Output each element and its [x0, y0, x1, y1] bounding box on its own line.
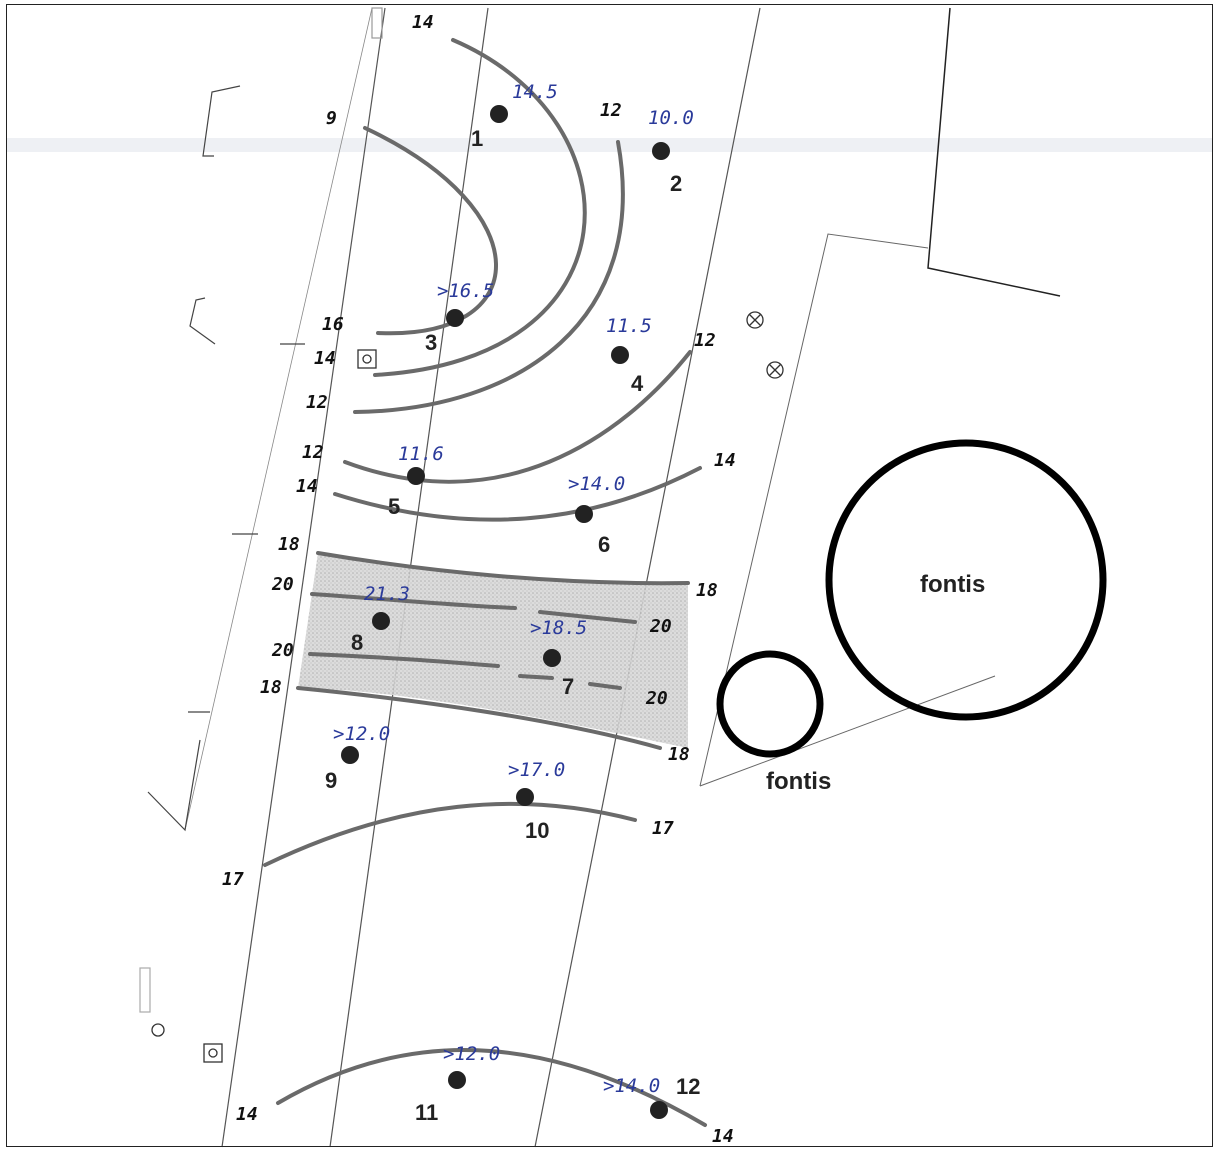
crossed-symbols	[151, 311, 784, 1063]
contour-label: 14	[712, 1126, 734, 1147]
point-number-4: 4	[631, 371, 644, 396]
point-value-10: >17.0	[508, 759, 565, 781]
point-value-7: >18.5	[530, 617, 587, 639]
road-edge-left	[221, 7, 386, 1148]
fontis-large-circle	[825, 439, 1107, 721]
point-value-3: >16.5	[437, 280, 494, 302]
point-value-8: 21.3	[364, 583, 410, 605]
point-number-10: 10	[525, 818, 549, 843]
point-number-2: 2	[670, 171, 682, 196]
contour-c11c	[588, 682, 622, 690]
point-value-5: 11.6	[398, 443, 444, 465]
contour-c11a	[308, 652, 500, 668]
contour-label: 20	[271, 640, 294, 661]
point-dot-8	[372, 612, 390, 630]
point-dot-7	[543, 649, 561, 667]
point-dot-2	[652, 142, 670, 160]
scan-band	[6, 138, 1213, 152]
point-value-9: >12.0	[333, 723, 390, 745]
contour-label: 17	[222, 869, 244, 890]
contour-label: 9	[326, 108, 337, 129]
point-value-4: 11.5	[606, 315, 652, 337]
contour-label: 14	[412, 12, 434, 33]
point-value-6: >14.0	[568, 473, 625, 495]
contour-label: 14	[236, 1104, 258, 1125]
contour-label: 20	[271, 574, 294, 595]
point-number-5: 5	[388, 494, 400, 519]
contour-c7	[343, 350, 692, 484]
contour-c13	[263, 801, 637, 867]
contour-c2	[363, 126, 498, 336]
contour-c8	[333, 466, 702, 522]
point-dot-11	[448, 1071, 466, 1089]
contour-label: 14	[314, 348, 336, 369]
point-number-7: 7	[562, 674, 574, 699]
contour-label: 12	[600, 100, 622, 121]
point-number-3: 3	[425, 330, 437, 355]
point-number-8: 8	[351, 630, 363, 655]
road-edge-right	[534, 7, 761, 1148]
contours	[263, 38, 707, 1127]
contour-labels: 14 9 12 16 14 12 12 12 14 14 18 18 20 20…	[222, 12, 736, 1147]
fontis-small-label: fontis	[766, 768, 831, 795]
contour-c1	[373, 38, 587, 377]
point-dot-3	[446, 309, 464, 327]
point-values: 14.5 10.0 >16.5 11.5 11.6 >14.0 >18.5 21…	[333, 81, 694, 1097]
point-number-6: 6	[598, 532, 610, 557]
building-outline	[699, 7, 1061, 787]
point-value-2: 10.0	[648, 107, 694, 129]
contour-label: 20	[649, 616, 672, 637]
point-number-11: 11	[415, 1100, 438, 1125]
curb-left	[184, 7, 373, 831]
contour-c9	[316, 551, 690, 586]
contour-label: 18	[278, 534, 300, 555]
point-numbers: 1 2 3 4 5 6 7 8 9 10 11 12	[325, 126, 700, 1125]
contour-c3	[353, 140, 625, 414]
point-dot-5	[407, 467, 425, 485]
contour-label: 18	[260, 677, 282, 698]
contour-c10b	[538, 610, 637, 624]
contour-label: 18	[696, 580, 718, 601]
contour-label: 12	[306, 392, 328, 413]
point-dot-6	[575, 505, 593, 523]
point-value-12: >14.0	[603, 1075, 660, 1097]
point-dot-10	[516, 788, 534, 806]
road-edges	[184, 7, 761, 1148]
contour-label: 17	[652, 818, 674, 839]
measurement-dots	[341, 105, 670, 1119]
point-dot-12	[650, 1101, 668, 1119]
side-markers	[139, 7, 383, 1013]
contour-label: 12	[302, 442, 324, 463]
point-dot-9	[341, 746, 359, 764]
contour-label: 18	[668, 744, 690, 765]
contour-c12	[296, 686, 662, 750]
contour-label: 14	[714, 450, 736, 471]
point-number-12: 12	[676, 1074, 700, 1099]
contour-c10a	[310, 592, 517, 610]
point-dot-4	[611, 346, 629, 364]
point-dot-1	[490, 105, 508, 123]
contour-label: 16	[322, 314, 344, 335]
contour-c11b	[518, 674, 554, 680]
fontis-large-label: fontis	[920, 571, 985, 598]
point-value-1: 14.5	[512, 81, 558, 103]
point-value-11: >12.0	[443, 1043, 500, 1065]
contour-label: 12	[694, 330, 716, 351]
point-number-9: 9	[325, 768, 337, 793]
point-number-1: 1	[471, 126, 483, 151]
contour-label: 14	[296, 476, 318, 497]
contour-label: 20	[645, 688, 668, 709]
fontis-small-circle	[716, 650, 824, 758]
contour-c14	[276, 1048, 707, 1127]
